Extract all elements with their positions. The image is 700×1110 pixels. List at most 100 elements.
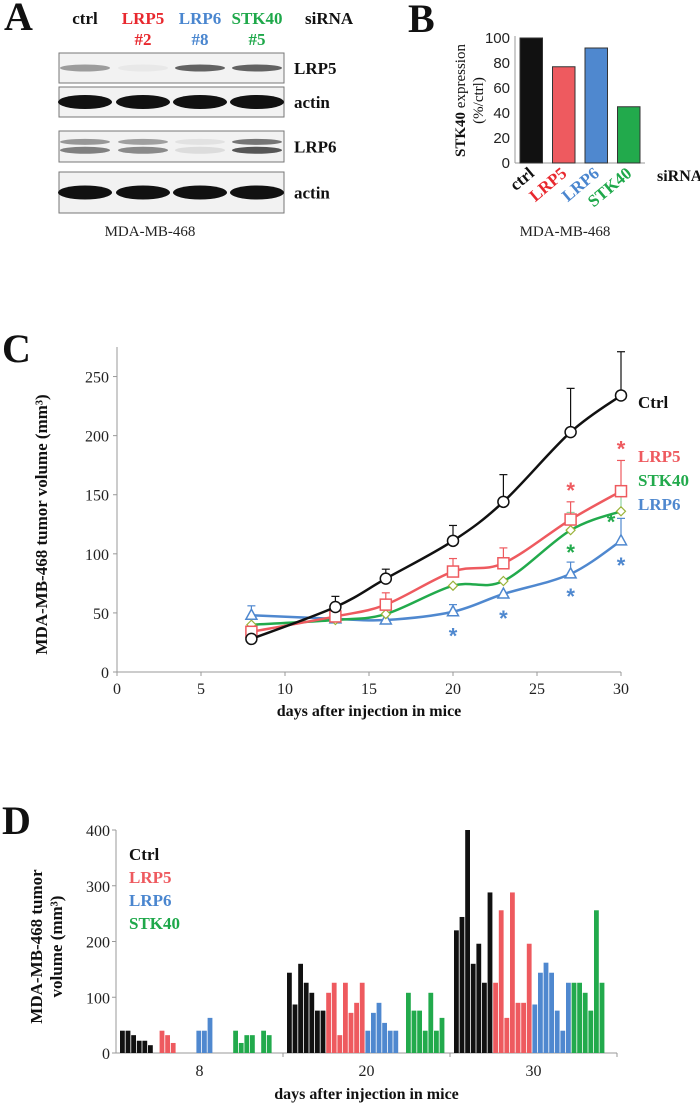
lane-header-clone-lrp6: #8 xyxy=(192,30,209,49)
d-bar-lrp6 xyxy=(549,972,554,1053)
d-bar-stk40 xyxy=(411,1010,417,1053)
b-xtick-label-lrp5: LRP5 xyxy=(526,164,571,206)
panel-d: D 0 100 200 300 400 8 20 30 days after injection… xyxy=(2,798,618,1103)
d-bar-lrp5 xyxy=(337,1035,343,1053)
d-bar-lrp5 xyxy=(343,982,348,1053)
c-xtick-label: 0 xyxy=(113,681,121,698)
c-point xyxy=(565,524,576,536)
d-bar-ctrl xyxy=(142,1040,148,1053)
b-ytick-label: 60 xyxy=(493,80,510,97)
d-bar-lrp5 xyxy=(498,910,504,1053)
c-significance-star: * xyxy=(617,553,626,578)
lane-header-clone-lrp5: #2 xyxy=(135,30,152,49)
d-bar-ctrl xyxy=(482,982,487,1053)
d-xtick-label: 20 xyxy=(359,1063,375,1080)
d-bar-ctrl xyxy=(476,943,482,1053)
blot-actin-1: actin xyxy=(58,86,330,118)
c-x-axis-title: days after injection in mice xyxy=(277,703,462,720)
d-bar-ctrl xyxy=(292,1004,298,1053)
d-bar-lrp5 xyxy=(510,892,515,1053)
c-xtick-label: 15 xyxy=(361,681,377,698)
c-ytick-label: 100 xyxy=(85,547,109,564)
c-significance-star: * xyxy=(566,478,575,503)
d-bar-lrp6 xyxy=(393,1030,399,1053)
d-bar-stk40 xyxy=(571,982,577,1053)
d-xtick-label: 8 xyxy=(196,1063,204,1080)
d-bar-stk40 xyxy=(594,910,599,1053)
b-ytick-label: 40 xyxy=(493,105,510,122)
c-point xyxy=(447,580,459,592)
c-point xyxy=(446,534,460,548)
blot-band xyxy=(118,64,168,72)
d-bar-lrp5 xyxy=(348,1012,354,1053)
c-significance-star: * xyxy=(566,540,575,565)
d-bar-lrp5 xyxy=(165,1035,170,1053)
blot-label-lrp6: LRP6 xyxy=(294,138,337,157)
b-y-title-line1: STK40 expression xyxy=(453,44,469,157)
c-ytick-label: 0 xyxy=(101,665,109,682)
lane-header-stk40: STK40 xyxy=(231,9,282,28)
d-bar-ctrl xyxy=(131,1035,136,1053)
d-bar-lrp5 xyxy=(521,1002,526,1053)
d-bar-lrp6 xyxy=(371,1012,376,1053)
d-legend-lrp6: LRP6 xyxy=(129,891,172,910)
blot-band xyxy=(60,138,110,145)
d-bar-lrp5 xyxy=(331,982,337,1053)
panel-a: A ctrl LRP5 #2 LRP6 #8 STK40 #5 siRNA LRP5 acti… xyxy=(4,0,354,240)
c-point xyxy=(564,425,577,439)
panel-a-letter: A xyxy=(4,0,33,39)
c-ytick-label: 200 xyxy=(85,429,109,446)
d-bar-lrp5 xyxy=(359,982,365,1053)
panel-c: C 0 50 100 150 200 250 0 5 10 15 20 25 30 days after … xyxy=(2,326,689,720)
blot-band xyxy=(116,185,170,200)
c-point xyxy=(564,513,577,526)
d-bar-ctrl xyxy=(298,963,303,1053)
d-group-day-20 xyxy=(287,963,445,1053)
blot-band xyxy=(173,95,227,109)
d-ytick-label: 0 xyxy=(102,1046,110,1063)
lane-header-lrp5: LRP5 xyxy=(122,9,165,28)
d-bar-ctrl xyxy=(459,916,465,1053)
blot-lrp6-2: LRP6 xyxy=(58,130,337,163)
d-ytick-label: 400 xyxy=(86,823,110,840)
c-ytick-label: 50 xyxy=(93,606,109,623)
d-bar-lrp5 xyxy=(354,1002,359,1053)
d-bar-stk40 xyxy=(599,982,605,1053)
blot-band xyxy=(232,146,282,154)
blot-band xyxy=(60,64,110,72)
d-x-axis-title: days after injection in mice xyxy=(274,1086,459,1103)
d-bar-stk40 xyxy=(422,1030,428,1053)
c-point xyxy=(379,598,393,611)
d-bar-lrp5 xyxy=(170,1042,176,1053)
c-point xyxy=(497,495,510,509)
c-significance-star: * xyxy=(566,584,575,609)
d-ytick-label: 200 xyxy=(86,935,110,952)
blot-band xyxy=(232,138,282,145)
blot-label-actin: actin xyxy=(294,184,330,203)
d-y-title-line2: volume (mm³) xyxy=(47,896,66,998)
d-bar-ctrl xyxy=(454,930,459,1053)
lane-header-lrp6: LRP6 xyxy=(179,9,222,28)
c-point xyxy=(446,604,460,617)
d-bar-stk40 xyxy=(434,1030,439,1053)
d-y-title-line1: MDA-MB-468 tumor xyxy=(27,869,46,1024)
c-point xyxy=(380,608,392,620)
d-bar-lrp5 xyxy=(493,982,498,1053)
c-point xyxy=(614,484,628,498)
blot-band xyxy=(230,95,284,109)
c-point xyxy=(244,607,259,621)
c-point xyxy=(446,565,460,578)
d-bar-ctrl xyxy=(487,892,493,1053)
blot-band xyxy=(118,146,168,154)
d-bar-lrp6 xyxy=(538,972,543,1053)
blot-band xyxy=(175,146,225,154)
b-bar-stk40 xyxy=(617,106,641,164)
d-bar-ctrl xyxy=(465,830,470,1053)
d-bar-stk40 xyxy=(588,1010,594,1053)
d-bar-lrp6 xyxy=(382,1022,387,1053)
b-bar-lrp6 xyxy=(584,47,608,164)
d-y-axis-title: MDA-MB-468 tumor volume (mm³) xyxy=(27,869,66,1024)
c-significance-star: * xyxy=(617,436,626,461)
